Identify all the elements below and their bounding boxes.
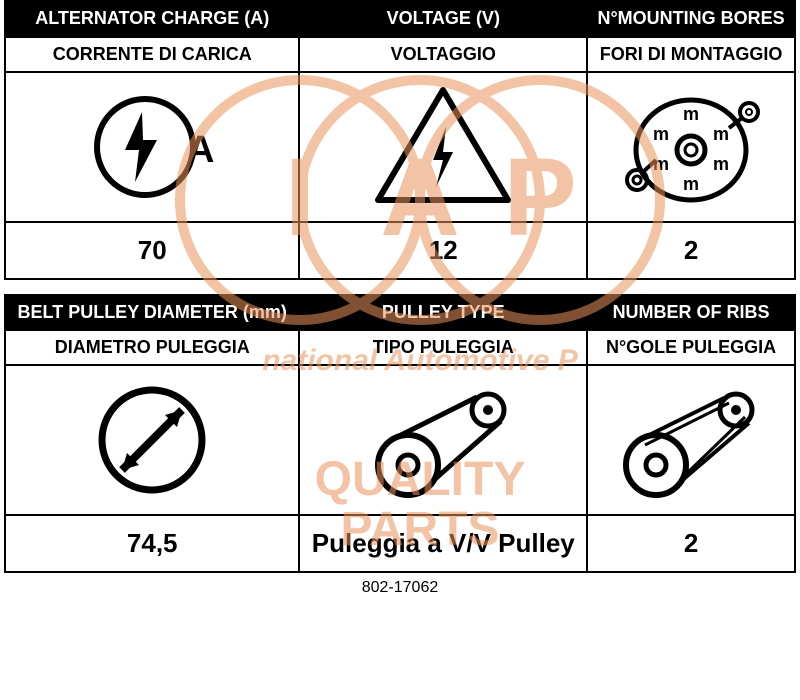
diameter-icon (87, 375, 217, 505)
svg-text:m: m (683, 174, 699, 194)
value-pulleytype: Puleggia a V/V Pulley (299, 515, 587, 572)
icon-cell-diameter (5, 365, 299, 515)
header-it-pulleytype: TIPO PULEGGIA (299, 330, 587, 365)
header-it-ribs: N°GOLE PULEGGIA (587, 330, 795, 365)
header-en-ribs: NUMBER OF RIBS (587, 295, 795, 331)
svg-text:m: m (653, 154, 669, 174)
value-diameter: 74,5 (5, 515, 299, 572)
svg-text:A: A (187, 129, 214, 171)
header-en-bores: N°MOUNTING BORES (587, 1, 795, 37)
gap-row (5, 279, 795, 295)
spec-table: ALTERNATOR CHARGE (A) VOLTAGE (V) N°MOUN… (4, 0, 796, 573)
header-it-bores: FORI DI MONTAGGIO (587, 37, 795, 72)
value-voltage: 12 (299, 222, 587, 279)
header-it-voltage: VOLTAGGIO (299, 37, 587, 72)
header-en-voltage: VOLTAGE (V) (299, 1, 587, 37)
svg-text:m: m (713, 124, 729, 144)
pulley-v-icon (353, 375, 533, 505)
voltage-icon (368, 82, 518, 212)
svg-text:m: m (653, 124, 669, 144)
header-it-diameter: DIAMETRO PULEGGIA (5, 330, 299, 365)
value-charge: 70 (5, 222, 299, 279)
icon-cell-voltage (299, 72, 587, 222)
icon-cell-ribs (587, 365, 795, 515)
bores-icon: m m m m m m (611, 82, 771, 212)
icon-cell-bores: m m m m m m (587, 72, 795, 222)
charge-icon: A (87, 82, 217, 212)
value-ribs: 2 (587, 515, 795, 572)
header-en-pulleytype: PULLEY TYPE (299, 295, 587, 331)
pulley-ribs-icon (601, 375, 781, 505)
value-bores: 2 (587, 222, 795, 279)
svg-text:m: m (683, 104, 699, 124)
icon-cell-pulleytype (299, 365, 587, 515)
header-en-charge: ALTERNATOR CHARGE (A) (5, 1, 299, 37)
svg-text:m: m (713, 154, 729, 174)
icon-cell-charge: A (5, 72, 299, 222)
part-number: 802-17062 (4, 573, 796, 603)
header-it-charge: CORRENTE DI CARICA (5, 37, 299, 72)
header-en-diameter: BELT PULLEY DIAMETER (mm) (5, 295, 299, 331)
